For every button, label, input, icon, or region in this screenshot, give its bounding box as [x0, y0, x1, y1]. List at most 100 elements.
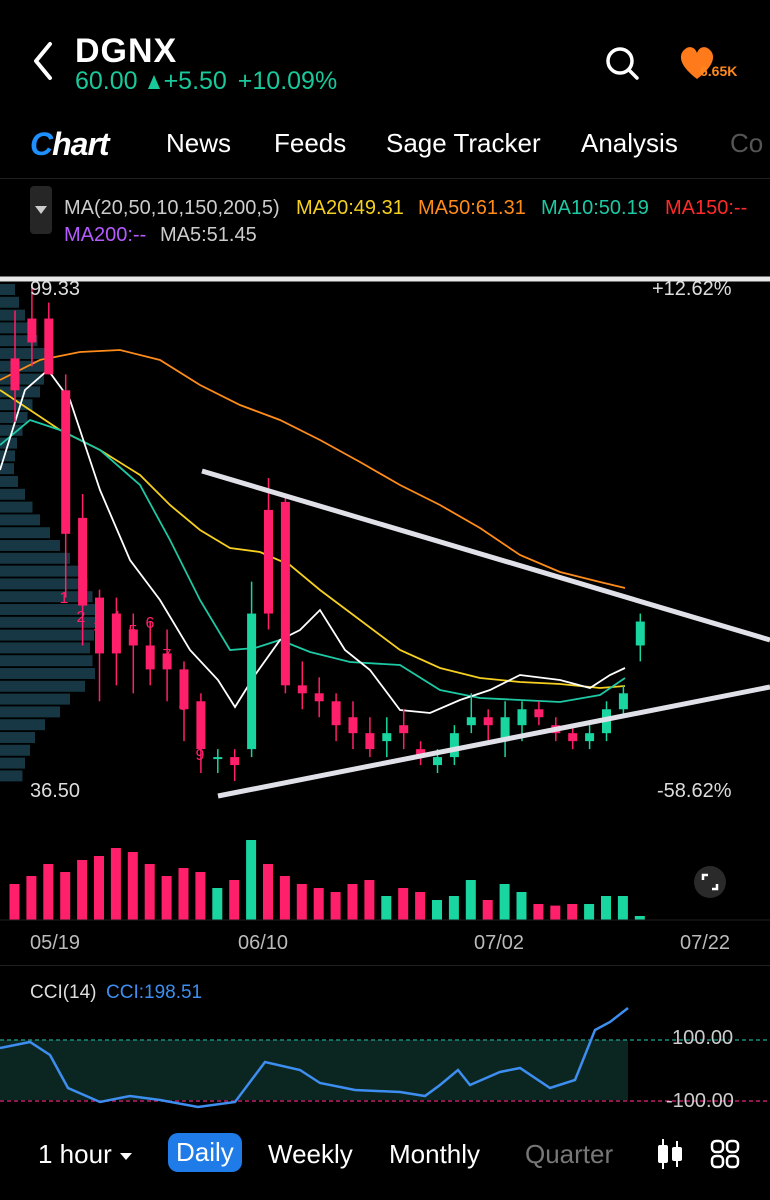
volume-bar — [516, 892, 527, 920]
period-quarterly[interactable]: Quarter — [525, 1139, 614, 1169]
candle — [230, 757, 240, 766]
volume-profile-bar — [0, 578, 88, 590]
period-daily[interactable]: Daily — [168, 1133, 242, 1172]
candle — [179, 669, 189, 710]
tab-analysis[interactable]: Analysis — [581, 128, 678, 158]
price-line: 60.00 +5.50 +10.09% — [75, 67, 341, 96]
wave-label: 6 — [146, 615, 155, 632]
volume-bar — [178, 868, 189, 920]
volume-profile-bar — [0, 655, 93, 667]
volume-profile-bar — [0, 693, 70, 705]
wave-label: 4 — [112, 609, 121, 626]
divider — [0, 965, 770, 966]
ma20-line — [0, 389, 626, 689]
date-label: 06/10 — [238, 932, 289, 954]
volume-profile-bar — [0, 463, 14, 475]
tab-news[interactable]: News — [166, 128, 232, 158]
expand-icon[interactable] — [694, 866, 726, 898]
candle — [618, 693, 628, 710]
volume-profile-bar — [0, 540, 60, 551]
wave-label: 8 — [179, 697, 188, 714]
candle — [466, 717, 476, 726]
ma5-value: MA5:51.45 — [160, 224, 257, 246]
volume-profile-bar — [0, 706, 60, 718]
volume-bar — [127, 852, 138, 920]
volume-bar — [415, 892, 426, 920]
grid-icon[interactable] — [710, 1139, 740, 1169]
trend-lines — [0, 276, 770, 799]
price-change: +5.50 — [163, 67, 227, 95]
wave-label: 1 — [60, 590, 69, 607]
candle — [95, 597, 104, 654]
volume-profile-bar — [0, 488, 25, 500]
volume-profile-bar — [0, 552, 70, 564]
date-label: 07/22 — [680, 932, 731, 954]
ma20-value: MA20:49.31 — [296, 197, 404, 219]
cci-lower-level: -100.00 — [666, 1090, 734, 1112]
period-1-hour[interactable]: 1 hour — [38, 1139, 132, 1170]
ma5-line — [0, 368, 626, 714]
search-icon[interactable] — [603, 44, 641, 82]
period-monthly[interactable]: Monthly — [389, 1139, 481, 1169]
date-label: 05/19 — [30, 932, 81, 954]
ma50-line — [0, 349, 626, 589]
candle — [348, 717, 358, 734]
volume-profile-bar — [0, 565, 80, 577]
volume-profile-bar — [0, 335, 38, 347]
ma-settings-dropdown[interactable] — [30, 186, 52, 234]
ticker-symbol: DGNX — [75, 32, 178, 70]
cci-upper-level: 100.00 — [672, 1027, 734, 1049]
candle — [145, 645, 155, 670]
cci-label: CCI(14) — [30, 982, 97, 1003]
volume-bar — [499, 884, 510, 920]
candle — [416, 749, 426, 758]
period-bar: 1 hour Daily Weekly Monthly Quarter — [0, 1125, 770, 1185]
volume-bar — [110, 848, 121, 920]
volume-profile-bar — [0, 642, 90, 654]
volume-profile-bar — [0, 412, 28, 423]
wave-label: 9 — [196, 747, 205, 764]
last-price: 60.00 — [75, 67, 138, 95]
candle — [297, 685, 307, 694]
volume-bar — [279, 876, 290, 920]
candle — [382, 733, 392, 742]
ma-params: MA(20,50,10,150,200,5) — [64, 197, 280, 219]
candlestick-icon[interactable] — [654, 1137, 686, 1171]
candle — [585, 733, 595, 742]
volume-bar — [448, 896, 459, 920]
volume-profile-bar — [0, 309, 25, 321]
candles — [10, 286, 645, 782]
volume-profile-bar — [0, 680, 85, 692]
volume-profile-bar — [0, 732, 35, 743]
tab-sage-tracker[interactable]: Sage Tracker — [386, 128, 541, 158]
tab-more[interactable]: Co — [730, 128, 764, 158]
volume-profile-bar — [0, 399, 33, 411]
candle — [247, 613, 257, 750]
candle — [314, 693, 324, 702]
wave-label: 5 — [129, 623, 138, 640]
candle — [517, 709, 527, 726]
candle — [111, 613, 121, 654]
period-weekly[interactable]: Weekly — [268, 1139, 353, 1169]
volume-bar — [533, 904, 544, 920]
volume-bar — [465, 880, 476, 920]
back-icon[interactable] — [28, 38, 58, 84]
volume-profile-bar — [0, 386, 40, 398]
volume-bar — [26, 876, 37, 920]
candle — [365, 733, 375, 750]
ma10-line — [0, 418, 626, 703]
heart-icon[interactable] — [676, 44, 718, 82]
chevron-down-icon — [119, 1152, 132, 1160]
volume-bar — [43, 864, 54, 920]
ma50-value: MA50:61.31 — [418, 197, 526, 219]
candle — [78, 517, 88, 606]
tab-feeds[interactable]: Feeds — [274, 128, 347, 158]
candle — [534, 709, 544, 718]
volume-bar — [381, 896, 392, 920]
price-high-label: 99.33 — [30, 278, 81, 300]
tab-chart[interactable]: Chart — [30, 126, 110, 162]
candle — [500, 717, 510, 742]
volume-bar — [94, 856, 104, 920]
